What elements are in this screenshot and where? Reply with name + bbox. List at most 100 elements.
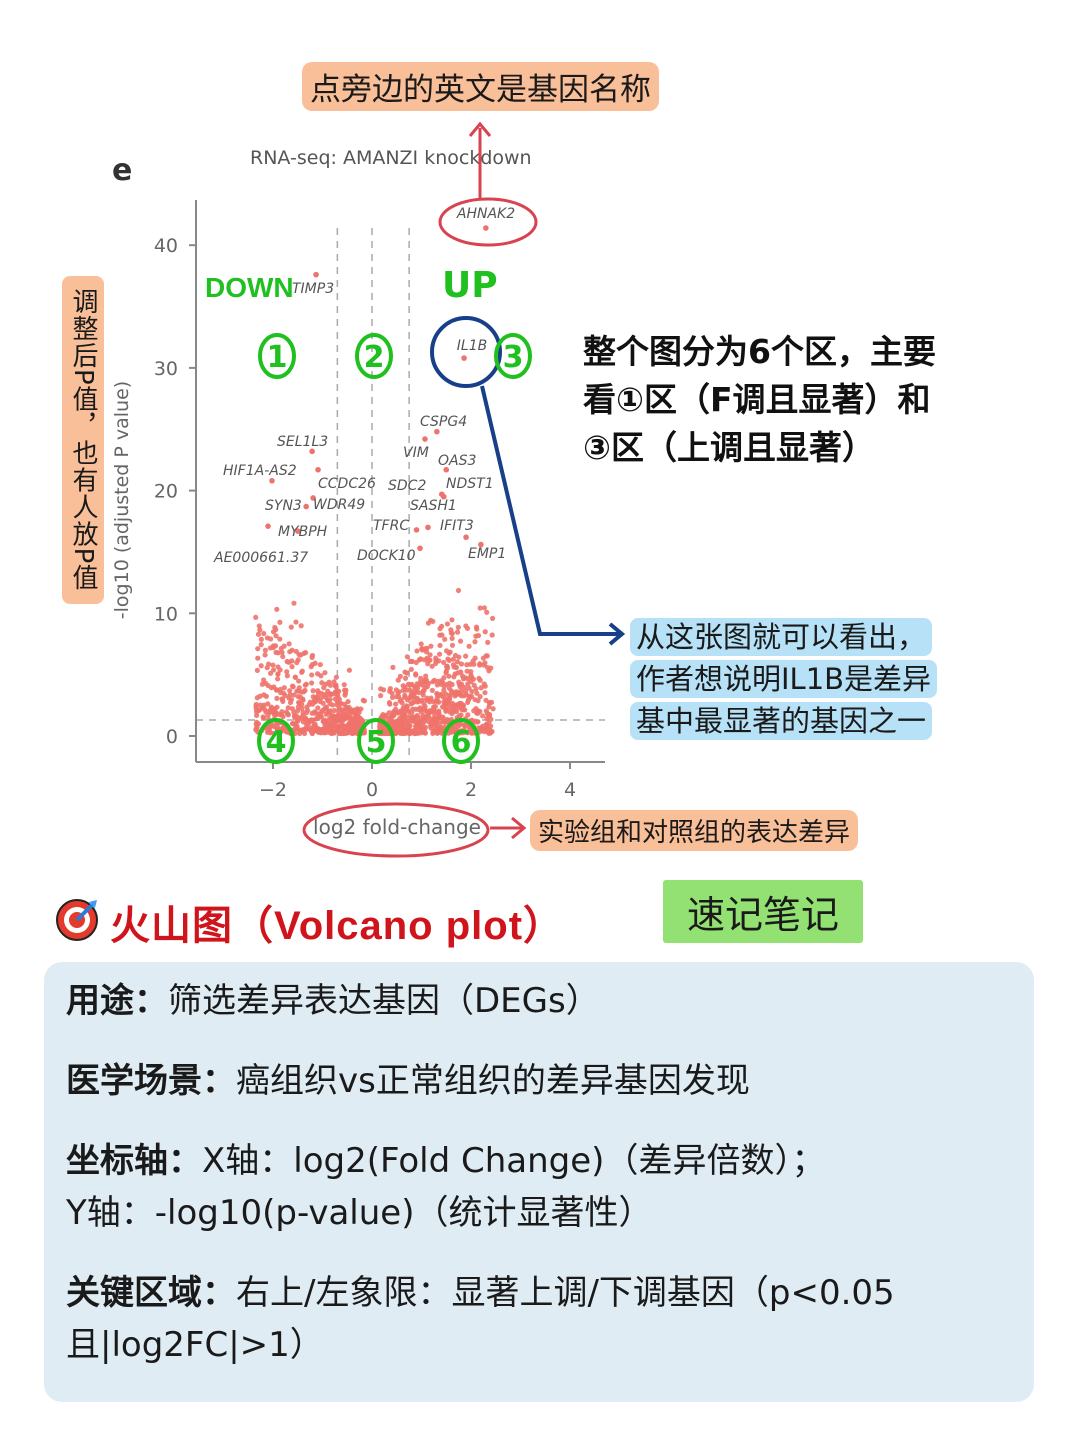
data-point [342, 692, 348, 698]
data-point [441, 659, 447, 666]
up-label: UP [442, 265, 498, 306]
gene-label: OAS3 [438, 453, 476, 469]
zone-circle [258, 333, 296, 379]
gene-point [294, 528, 301, 534]
data-point [412, 728, 418, 734]
data-point [404, 704, 410, 710]
data-point [477, 694, 483, 700]
data-point [342, 701, 348, 707]
data-point [331, 679, 337, 685]
data-point [398, 697, 404, 703]
purpose-label: 用途： [66, 981, 168, 1021]
gene-label: WDR49 [313, 497, 365, 513]
data-point [285, 705, 291, 711]
data-point [286, 641, 292, 647]
data-point [394, 710, 400, 716]
data-point [433, 658, 439, 664]
region-row-2: 且|log2FC|>1） [66, 1325, 324, 1365]
data-point [402, 717, 408, 723]
data-point [281, 685, 287, 691]
data-point [333, 714, 339, 720]
zone-number: 3 [503, 340, 524, 375]
data-point [341, 682, 347, 688]
data-point [331, 707, 337, 714]
x-tick-label: 4 [564, 779, 576, 801]
axis-text: X轴：log2(Fold Change)（差异倍数）； [202, 1141, 826, 1181]
data-point [429, 663, 435, 669]
data-point [315, 705, 321, 711]
data-point [444, 665, 451, 671]
data-point [469, 688, 475, 695]
data-point [257, 627, 263, 633]
data-point [419, 646, 425, 652]
data-point [261, 706, 268, 712]
axis-row: 坐标轴：X轴：log2(Fold Change)（差异倍数）； [66, 1140, 825, 1182]
gene-point [309, 448, 315, 455]
data-point [258, 663, 264, 669]
data-point [488, 699, 495, 705]
data-point [334, 688, 340, 694]
data-point [430, 618, 436, 625]
data-point [455, 624, 461, 630]
data-point [255, 646, 261, 652]
data-point [310, 694, 316, 700]
data-point [402, 730, 408, 736]
data-point [277, 619, 283, 625]
data-point [343, 687, 349, 693]
data-point [309, 724, 315, 731]
data-point [451, 664, 457, 670]
data-point [303, 721, 309, 727]
data-point [446, 657, 452, 664]
data-point [273, 633, 279, 639]
data-point [254, 719, 260, 725]
gene-point [440, 493, 447, 500]
data-point [457, 638, 464, 644]
data-point [480, 655, 486, 661]
data-point [453, 730, 459, 736]
conclusion-line: 作者想说明IL1B是差异 [630, 660, 938, 698]
data-point [289, 664, 295, 670]
data-point [447, 649, 453, 655]
gene-label: SASH1 [410, 498, 457, 514]
data-point [397, 673, 403, 679]
conclusion-line: 从这张图就可以看出， [630, 618, 933, 656]
zone-circle [257, 718, 295, 764]
region-text: 右上/左象限：显著上调/下调基因（p<0.05 [236, 1273, 895, 1313]
data-point [442, 636, 448, 642]
data-point [468, 674, 475, 680]
data-point [485, 639, 491, 645]
data-point [270, 662, 276, 668]
zone-number: 5 [366, 725, 387, 760]
gene-label: SYN3 [265, 498, 302, 514]
data-point [324, 723, 330, 729]
data-point [312, 699, 318, 705]
data-point [474, 710, 480, 716]
data-point [448, 688, 455, 694]
data-point [400, 687, 406, 693]
data-point [274, 676, 281, 682]
data-point [465, 712, 471, 718]
data-point [262, 652, 268, 658]
gene-point [310, 495, 316, 501]
data-point [439, 632, 445, 638]
section-title: 火山图（Volcano plot） [110, 904, 565, 948]
data-point [278, 726, 284, 732]
data-point [293, 619, 299, 625]
chart-title: RNA-seq: AMANZI knockdown [250, 147, 532, 169]
data-point [479, 727, 485, 733]
data-point [434, 717, 440, 723]
data-point [460, 702, 467, 709]
data-point [291, 709, 297, 715]
data-point [314, 694, 320, 700]
gene-point [425, 524, 431, 531]
gene-point [265, 523, 271, 529]
data-point [254, 667, 260, 673]
data-point [428, 725, 434, 731]
gene-label: TFRC [373, 518, 409, 534]
data-point [331, 730, 337, 736]
scene-text: 癌组织vs正常组织的差异基因发现 [236, 1061, 750, 1101]
data-point [474, 719, 480, 725]
data-point [308, 664, 314, 670]
x-tick-label: 0 [366, 779, 378, 801]
data-point [325, 688, 331, 694]
